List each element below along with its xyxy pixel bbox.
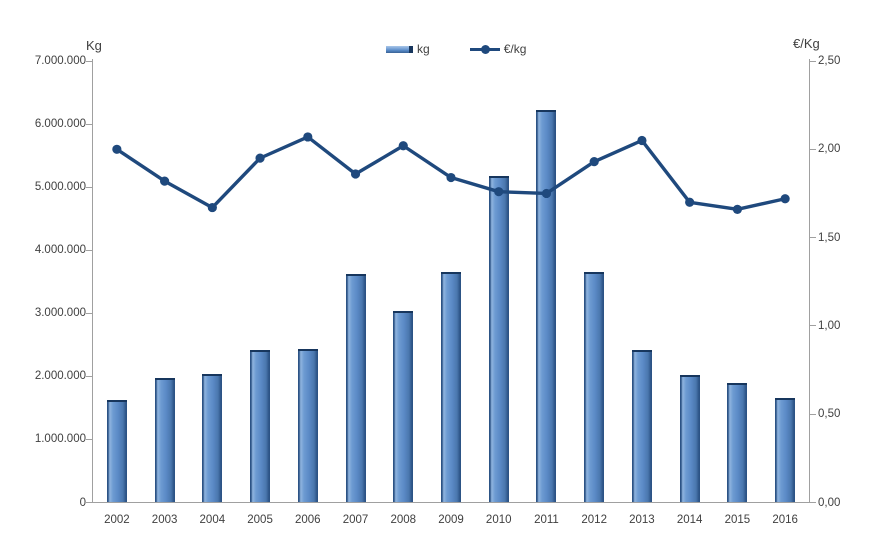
right-axis-tick-label: 0,50 (818, 408, 841, 421)
right-axis-tick-label: 0,00 (818, 496, 841, 509)
left-axis-tick (86, 60, 93, 62)
line-marker-2016 (780, 194, 790, 204)
bar-2014 (679, 375, 700, 503)
right-axis-tick (809, 237, 816, 239)
line-marker-2003 (160, 176, 170, 186)
legend-item-kg: kg (386, 42, 430, 56)
x-axis-label: 2013 (629, 514, 655, 526)
line-marker-2014 (685, 197, 695, 207)
left-axis-tick (86, 186, 93, 188)
bar-2013 (631, 350, 652, 503)
x-axis-label: 2016 (772, 514, 798, 526)
line-marker-2007 (350, 169, 361, 179)
bar-2006 (297, 348, 318, 503)
left-axis-title: Kg (86, 38, 102, 53)
line-marker-2013 (637, 135, 647, 146)
right-axis-tick-label: 1,50 (818, 231, 841, 244)
bar-2003 (154, 378, 175, 503)
bar-2012 (584, 272, 605, 503)
x-axis-label: 2007 (342, 514, 369, 526)
line-marker-2006 (303, 132, 313, 142)
right-axis-tick-label: 2,00 (818, 143, 841, 156)
legend: kg €/kg (386, 42, 526, 56)
left-axis-tick-label: 3.000.000 (34, 307, 86, 320)
bar-2009 (441, 271, 461, 503)
x-axis-label: 2008 (390, 514, 417, 526)
bar-series-swatch-icon (386, 45, 413, 53)
right-axis-title: €/Kg (793, 36, 820, 51)
legend-label-eur-kg: €/kg (503, 42, 527, 56)
right-axis-tick (809, 413, 816, 415)
left-axis-tick-label: 2.000.000 (34, 370, 86, 383)
right-axis-tick-label: 1,00 (818, 319, 841, 332)
left-axis-tick (86, 123, 93, 125)
x-axis-label: 2003 (151, 514, 178, 526)
bar-2015 (727, 382, 748, 503)
x-axis-line (92, 502, 810, 503)
legend-item-eur-kg: €/kg (469, 42, 527, 56)
bar-2010 (488, 176, 509, 503)
legend-label-kg: kg (417, 42, 430, 56)
x-axis-label: 2005 (247, 514, 273, 526)
bar-2011 (536, 110, 557, 503)
left-axis-tick-label: 7.000.000 (34, 55, 86, 67)
x-axis-label: 2006 (295, 514, 321, 526)
left-axis-tick (86, 438, 93, 440)
left-axis-line (92, 59, 93, 503)
x-axis-label: 2015 (724, 514, 751, 526)
left-axis-tick-label: 1.000.000 (34, 433, 86, 446)
left-axis-tick-label: 5.000.000 (34, 181, 86, 194)
bar-2007 (345, 274, 366, 503)
right-axis-tick (809, 325, 816, 327)
line-marker-2009 (446, 172, 456, 183)
line-marker-2008 (398, 141, 408, 151)
right-axis-line (809, 59, 810, 503)
right-axis-tick-label: 2,50 (818, 55, 841, 67)
x-axis-label: 2004 (199, 514, 226, 526)
right-axis-tick (809, 502, 816, 503)
bar-2002 (106, 399, 127, 503)
line-marker-2004 (207, 202, 217, 213)
x-axis-label: 2011 (534, 514, 559, 526)
line-marker-2012 (589, 157, 599, 167)
left-axis-tick (86, 502, 93, 503)
right-axis-tick (809, 60, 816, 62)
left-axis-tick-label: 6.000.000 (34, 118, 86, 131)
bar-2008 (393, 311, 414, 503)
x-axis-label: 2014 (676, 514, 703, 526)
line-series-swatch-icon (469, 44, 500, 54)
x-axis-label: 2012 (581, 514, 607, 526)
eur-per-kg-line (115, 135, 786, 212)
x-axis-label: 2009 (438, 514, 464, 526)
bar-2004 (202, 374, 223, 503)
bar-2016 (775, 398, 796, 503)
left-axis-tick (86, 375, 93, 377)
line-marker-2015 (732, 204, 743, 214)
left-axis-tick-label: 0 (79, 496, 86, 509)
x-axis-label: 2010 (485, 514, 512, 526)
left-axis-tick (86, 249, 93, 251)
left-axis-tick-label: 4.000.000 (34, 244, 86, 257)
line-marker-2005 (255, 153, 265, 163)
x-axis-label: 2002 (104, 514, 130, 526)
line-marker-2002 (112, 144, 122, 154)
left-axis-tick (86, 312, 93, 314)
bar-2005 (250, 350, 271, 503)
right-axis-tick (809, 148, 816, 150)
